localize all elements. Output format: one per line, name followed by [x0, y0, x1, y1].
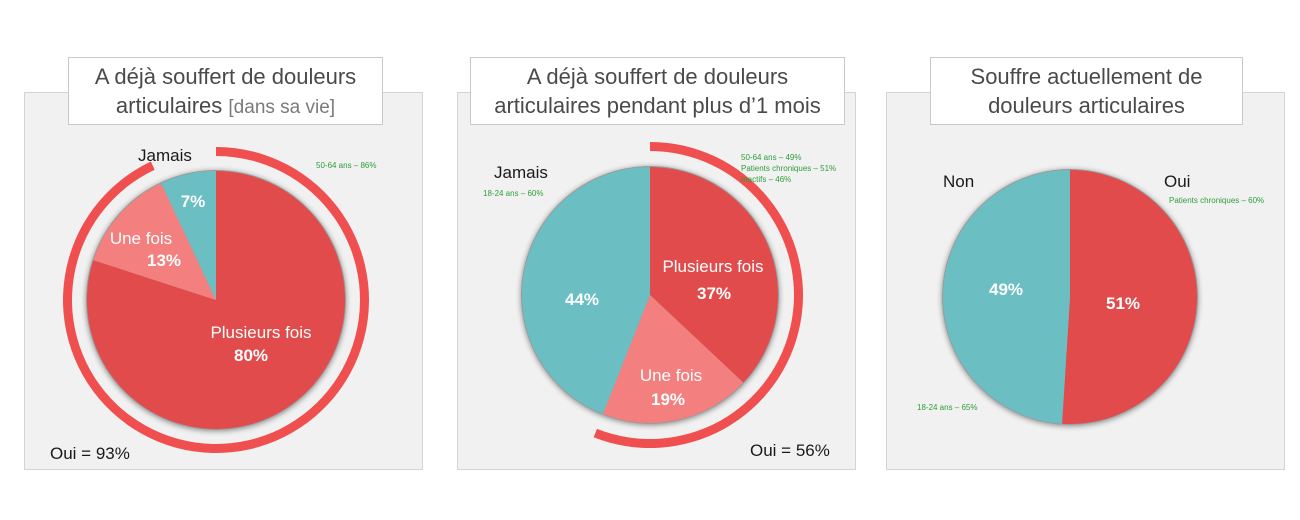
chart-2-value-jamais: 44% — [565, 290, 599, 309]
chart-1-label-une-fois: Une fois — [110, 229, 172, 248]
chart-1-subtitle: [dans sa vie] — [228, 97, 336, 118]
chart-2-note-1: Patients chroniques – 51% — [741, 164, 836, 173]
chart-3-title-box: Souffre actuellement de douleurs articul… — [930, 57, 1243, 125]
chart-3-value-oui: 51% — [1106, 294, 1140, 313]
chart-2-note-jamais-0: 18-24 ans – 60% — [483, 189, 544, 198]
chart-3-slice-non — [943, 169, 1070, 424]
chart-3-title: Souffre actuellement de douleurs articul… — [970, 64, 1203, 118]
chart-3-outer-label-oui: Oui — [1164, 172, 1190, 191]
chart-2-slice-plusieurs-fois — [650, 167, 778, 383]
chart-1-slice-plusieurs-fois — [87, 171, 346, 430]
chart-3-value-non: 49% — [989, 280, 1023, 299]
chart-2-title-box: A déjà souffert de douleurs articulaires… — [470, 57, 845, 125]
chart-2-slice-jamais — [522, 167, 650, 415]
chart-1-value-plusieurs-fois: 80% — [234, 346, 268, 365]
chart-1-note-0: 50-64 ans – 86% — [316, 161, 377, 170]
chart-1-total-label: Oui = 93% — [50, 444, 130, 463]
chart-2-note-2: Inactifs – 46% — [741, 175, 791, 184]
chart-1-title: A déjà souffert de douleurs articulaires — [94, 64, 357, 118]
chart-2-title: A déjà souffert de douleurs articulaires… — [494, 64, 821, 118]
chart-3-outer-label-non: Non — [943, 172, 974, 191]
chart-2-label-une-fois: Une fois — [640, 366, 702, 385]
chart-1-value-jamais: 7% — [181, 192, 206, 211]
chart-2-slice-une-fois — [602, 295, 744, 423]
chart-1-slice-jamais — [161, 171, 216, 300]
chart-1-slice-une-fois — [93, 183, 216, 300]
chart-2-label-plusieurs-fois: Plusieurs fois — [662, 257, 763, 276]
chart-2-total-label: Oui = 56% — [750, 441, 830, 460]
chart-2-value-une-fois: 19% — [651, 390, 685, 409]
chart-1-outer-label-jamais: Jamais — [138, 146, 192, 165]
chart-2-note-0: 50-64 ans – 49% — [741, 153, 802, 162]
chart-2-outer-label-jamais: Jamais — [494, 163, 548, 182]
chart-1-title-box: A déjà souffert de douleurs articulaires… — [68, 57, 383, 125]
chart-3-note-oui-0: Patients chroniques – 60% — [1169, 196, 1264, 205]
chart-1-value-une-fois: 13% — [147, 251, 181, 270]
chart-2-value-plusieurs-fois: 37% — [697, 284, 731, 303]
chart-3-slice-oui — [1062, 170, 1198, 425]
chart-3-note-non-0: 18-24 ans – 65% — [917, 403, 978, 412]
chart-1-label-plusieurs-fois: Plusieurs fois — [210, 323, 311, 342]
